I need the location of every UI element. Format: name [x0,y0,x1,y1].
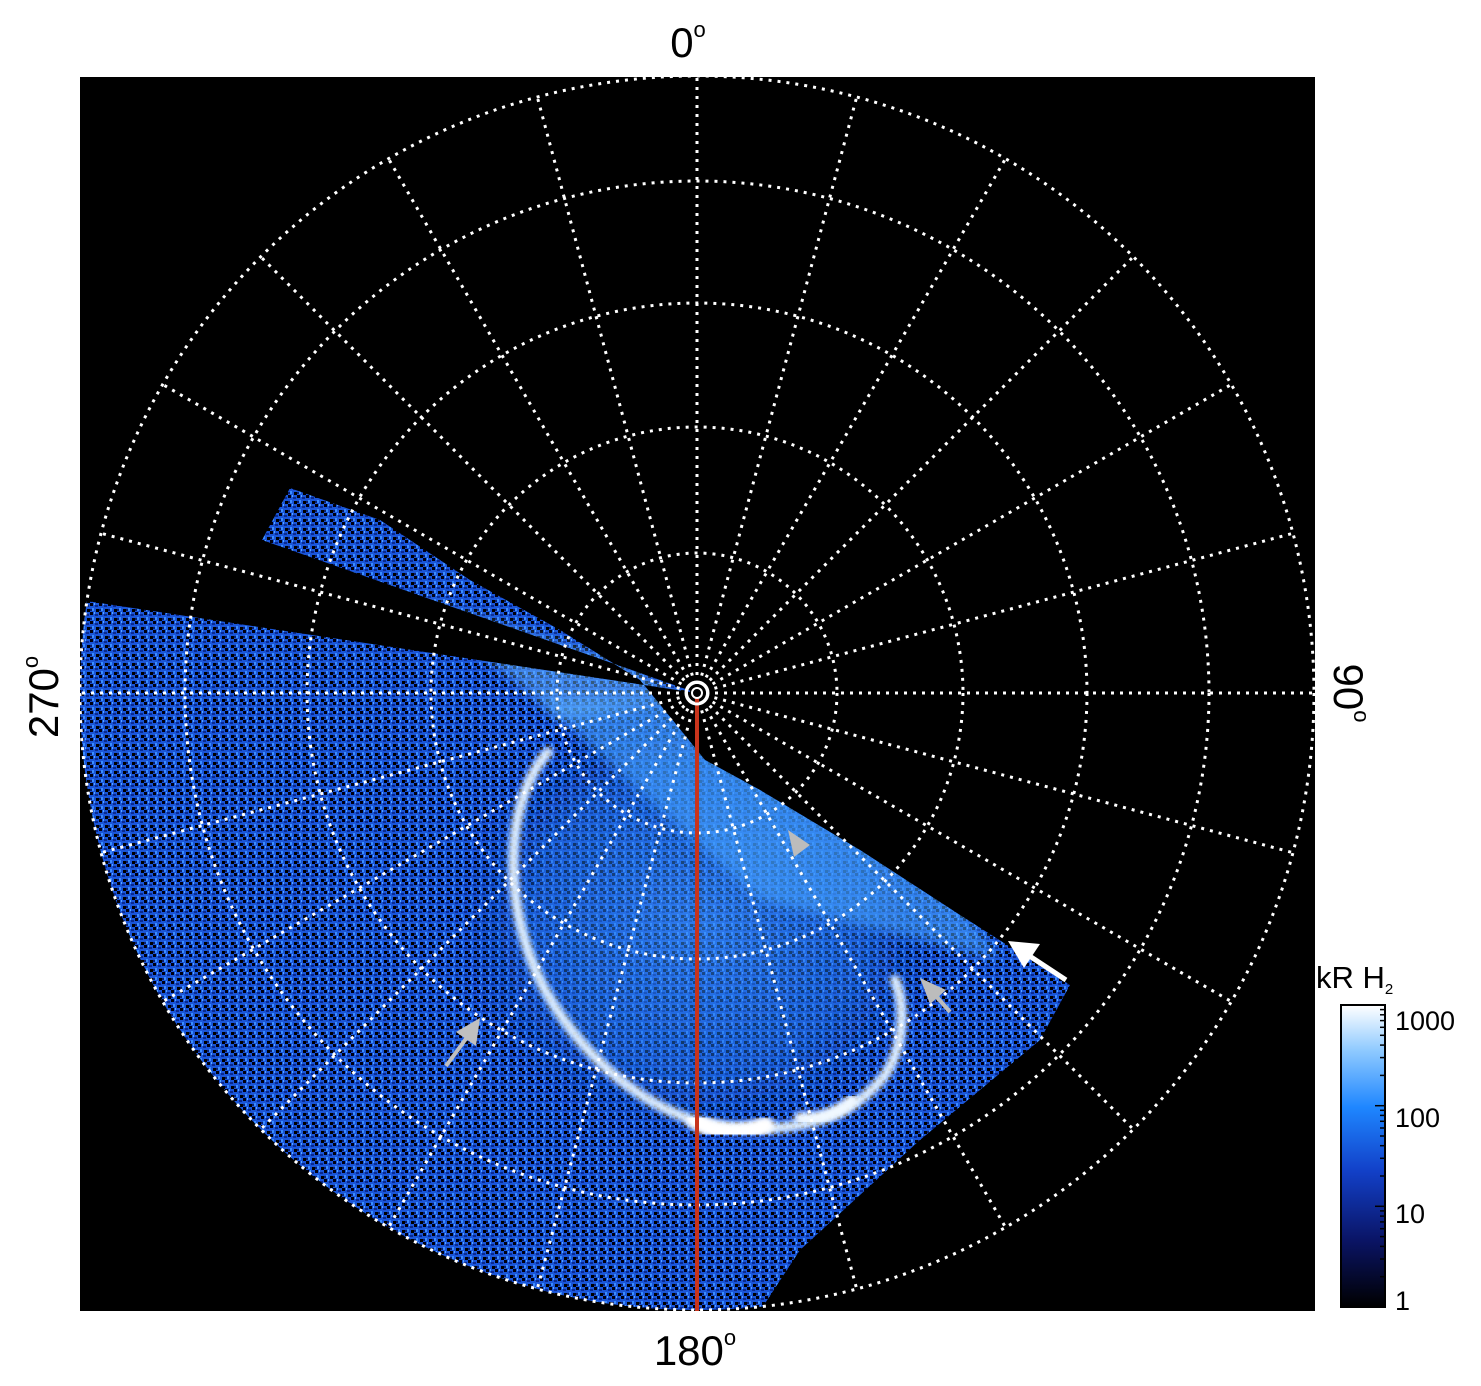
meridian-15 [695,96,859,694]
colorbar: kR H2 1000 100 10 1 [1316,960,1455,1316]
meridian-345 [535,96,699,694]
meridian-30 [695,157,1007,694]
meridian-60 [696,383,1233,695]
colorbar-tick-label-1000: 1000 [1395,1006,1455,1036]
meridian-105 [696,691,1294,855]
meridian-195 [535,692,699,1290]
meridian-225 [259,691,699,1131]
meridian-45 [695,255,1135,695]
longitude-label-left: 270o [18,656,67,738]
longitude-label-right: 90o [1325,664,1374,723]
colorbar-tick-label-100: 100 [1395,1103,1440,1133]
meridian-330 [387,157,699,694]
meridian-285 [100,531,698,695]
longitude-label-top: 0o [670,17,706,66]
latitude-circle-1 [555,551,839,835]
latitude-circle-2 [429,425,965,961]
gray-arrow-right-lower [920,978,952,1014]
meridian-300 [161,383,698,695]
white-arrow [1008,941,1068,983]
meridian-120 [696,691,1233,1003]
longitude-label-bottom: 180o [654,1325,736,1374]
gray-arrow-left [444,1018,480,1068]
colorbar-tick-label-1: 1 [1395,1286,1410,1316]
meridian-165 [695,692,859,1290]
meridian-135 [695,691,1135,1131]
meridian-75 [696,531,1294,695]
colorbar-ticks [1375,1004,1385,1308]
meridian-255 [100,691,698,855]
meridian-315 [259,255,699,695]
meridian-150 [695,692,1007,1229]
colorbar-title: kR H2 [1316,960,1393,998]
latitude-circle-4 [183,179,1211,1207]
gray-arrow-right-upper [788,830,810,857]
latitude-circle-5 [80,77,1315,1311]
colorbar-tick-label-10: 10 [1395,1199,1425,1229]
colorbar-gradient [1340,1004,1386,1308]
pole-marker [684,680,710,706]
meridian-240 [161,691,698,1003]
meridian-210 [387,692,699,1229]
